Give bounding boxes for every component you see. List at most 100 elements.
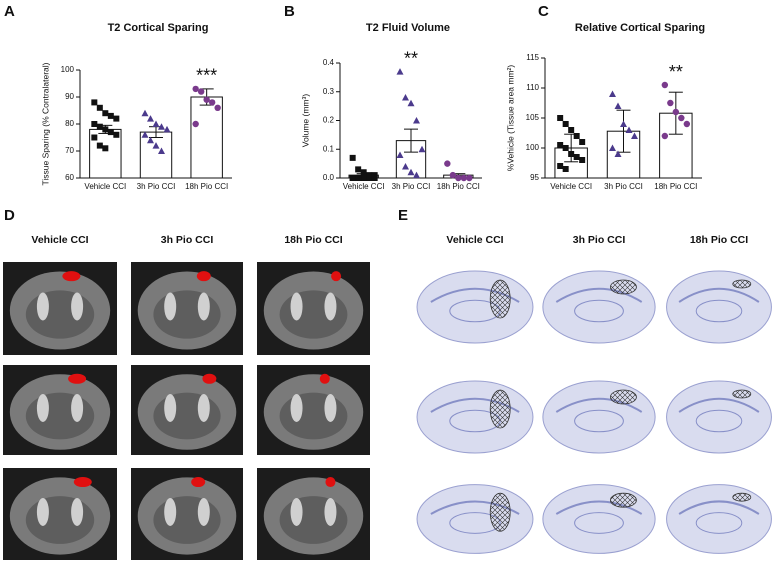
lesion (62, 271, 81, 282)
brain-inner (153, 392, 221, 440)
x-tick-label: 3h Pio CCI (392, 182, 431, 191)
data-point (192, 85, 199, 93)
lesion (331, 271, 342, 282)
data-point (614, 150, 622, 157)
ventricle (197, 498, 210, 526)
data-point (455, 174, 462, 182)
brain-inner (153, 290, 221, 339)
data-point (158, 123, 165, 130)
data-point (672, 108, 680, 116)
lesion-hatch (610, 279, 637, 295)
data-point (557, 142, 564, 148)
bar (139, 131, 173, 179)
y-tick-label: 105 (526, 113, 540, 122)
data-point (349, 154, 356, 161)
data-point (96, 142, 103, 149)
lesion-hatch (732, 492, 752, 502)
data-point (466, 174, 473, 182)
data-point (214, 104, 221, 112)
data-point (366, 175, 373, 181)
lesion-hatch (732, 389, 752, 399)
corpus-callosum (555, 500, 643, 515)
brain-inner (25, 496, 95, 544)
y-tick-label: 110 (526, 83, 539, 92)
lesion-hatch (489, 279, 511, 319)
ventricle (36, 292, 49, 321)
lesion-hatch (489, 492, 511, 532)
panel-letter: B (284, 3, 295, 20)
ventricle (71, 292, 84, 321)
hippocampus (695, 299, 743, 323)
data-point (396, 151, 404, 158)
data-point (609, 144, 616, 151)
lesion (73, 477, 92, 488)
data-point (661, 132, 669, 140)
hippocampus (574, 409, 624, 433)
data-point (407, 99, 415, 107)
data-point (141, 109, 149, 117)
data-point (557, 163, 564, 169)
column-header: 18h Pio CCI (284, 234, 342, 246)
significance: ** (404, 48, 418, 68)
data-point (557, 115, 564, 121)
histology-section (416, 270, 534, 344)
data-point (562, 145, 569, 151)
x-tick-label: 18h Pio CCI (654, 182, 697, 191)
data-point (113, 115, 120, 122)
data-point (355, 166, 362, 173)
data-point (107, 129, 114, 136)
ventricle (164, 394, 177, 422)
y-tick-label: 70 (65, 146, 74, 155)
lesion (325, 477, 336, 488)
data-point (620, 120, 627, 127)
ventricle (197, 394, 210, 422)
data-point (460, 174, 468, 182)
histology-section (416, 380, 534, 454)
significance: *** (196, 66, 217, 86)
data-point (614, 102, 622, 109)
ventricle (290, 498, 303, 526)
hippocampus (695, 512, 743, 534)
x-tick-label: 18h Pio CCI (437, 182, 480, 191)
data-point (609, 90, 616, 97)
data-point (413, 117, 420, 124)
ventricle (36, 498, 49, 526)
data-point (91, 134, 98, 141)
ventricle (324, 394, 337, 422)
significance: ** (669, 62, 683, 82)
data-point (355, 175, 362, 181)
corpus-callosum (678, 287, 760, 303)
histology-section (542, 270, 656, 344)
panel-letter: D (4, 207, 15, 224)
data-point (208, 99, 216, 106)
corpus-callosum (555, 287, 643, 303)
data-point (562, 121, 569, 127)
brain-inner (25, 290, 95, 339)
y-tick-label: 0.2 (323, 116, 335, 125)
data-point (444, 160, 451, 167)
data-point (683, 120, 691, 128)
data-point (360, 169, 367, 176)
y-axis-label: Tissue Sparing (% Contralateral) (40, 62, 50, 185)
y-tick-label: 0.1 (323, 144, 335, 153)
corpus-callosum (555, 397, 643, 413)
data-point (147, 115, 154, 122)
x-tick-label: Vehicle CCI (343, 182, 385, 191)
data-point (667, 99, 674, 107)
data-point (678, 114, 685, 122)
histology-section (416, 484, 534, 554)
data-point (402, 163, 409, 170)
column-header: 18h Pio CCI (690, 234, 748, 246)
chart-title: T2 Fluid Volume (366, 22, 450, 34)
lesion (191, 477, 206, 488)
panel-letter: A (4, 3, 15, 20)
lesion (202, 373, 217, 384)
brain-inner (279, 496, 348, 544)
data-point (102, 145, 109, 152)
data-point (107, 112, 114, 119)
x-tick-label: 3h Pio CCI (137, 182, 176, 191)
ventricle (164, 292, 177, 321)
histology-section (542, 380, 656, 454)
data-point (402, 94, 409, 101)
data-point (360, 175, 367, 181)
